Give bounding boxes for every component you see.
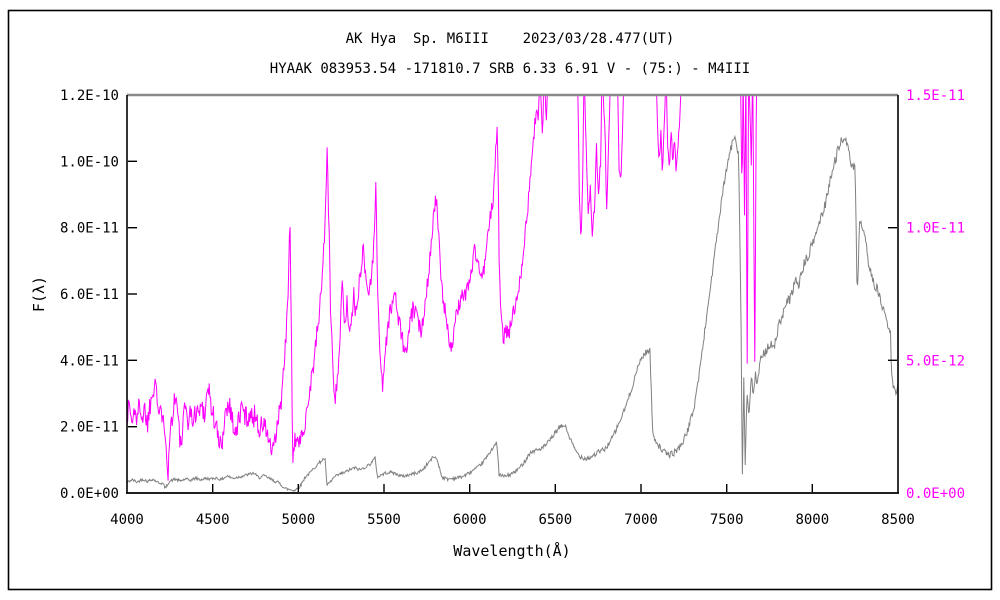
outer-border <box>7 9 993 591</box>
left-tick-label: 4.0E-11 <box>60 353 119 369</box>
x-tick-label: 5000 <box>281 512 315 528</box>
x-axis-labels: 4000 4500 5000 5500 6000 6500 7000 7500 … <box>110 512 915 528</box>
x-axis-title: Wavelength(Å) <box>453 541 570 560</box>
right-axis-labels: 1.5E-11 1.0E-11 5.0E-12 0.0E+00 <box>906 88 965 502</box>
x-tick-label: 6000 <box>453 512 487 528</box>
plot-area <box>127 95 898 492</box>
left-axis-ticks <box>128 160 137 428</box>
y-axis-title: F(λ) <box>30 276 48 312</box>
left-tick-label: 1.0E-10 <box>60 154 119 170</box>
x-tick-label: 8500 <box>881 512 915 528</box>
x-tick-label: 4500 <box>196 512 230 528</box>
x-tick-label: 5500 <box>367 512 401 528</box>
x-tick-label: 6500 <box>538 512 572 528</box>
x-tick-label: 7500 <box>710 512 744 528</box>
left-axis-labels: 1.2E-10 1.0E-10 8.0E-11 6.0E-11 4.0E-11 … <box>60 88 119 502</box>
left-tick-label: 6.0E-11 <box>60 287 119 303</box>
x-tick-label: 8000 <box>795 512 829 528</box>
chart-title-line1: AK Hya Sp. M6III 2023/03/28.477(UT) <box>346 31 675 47</box>
right-tick-label: 5.0E-12 <box>906 353 965 369</box>
right-tick-label: 1.5E-11 <box>906 88 965 104</box>
chart-title-line2: HYAAK 083953.54 -171810.7 SRB 6.33 6.91 … <box>270 61 750 77</box>
left-tick-label: 1.2E-10 <box>60 88 119 104</box>
comparison-spectrum-trace <box>127 95 758 481</box>
left-tick-label: 8.0E-11 <box>60 221 119 237</box>
x-tick-label: 7000 <box>624 512 658 528</box>
left-tick-label: 2.0E-11 <box>60 420 119 436</box>
right-axis-ticks <box>888 226 897 361</box>
right-tick-label: 0.0E+00 <box>906 486 965 502</box>
x-tick-label: 4000 <box>110 512 144 528</box>
target-spectrum-trace <box>127 134 898 492</box>
x-axis-ticks <box>211 484 813 492</box>
right-tick-label: 1.0E-11 <box>906 221 965 237</box>
left-tick-label: 0.0E+00 <box>60 486 119 502</box>
